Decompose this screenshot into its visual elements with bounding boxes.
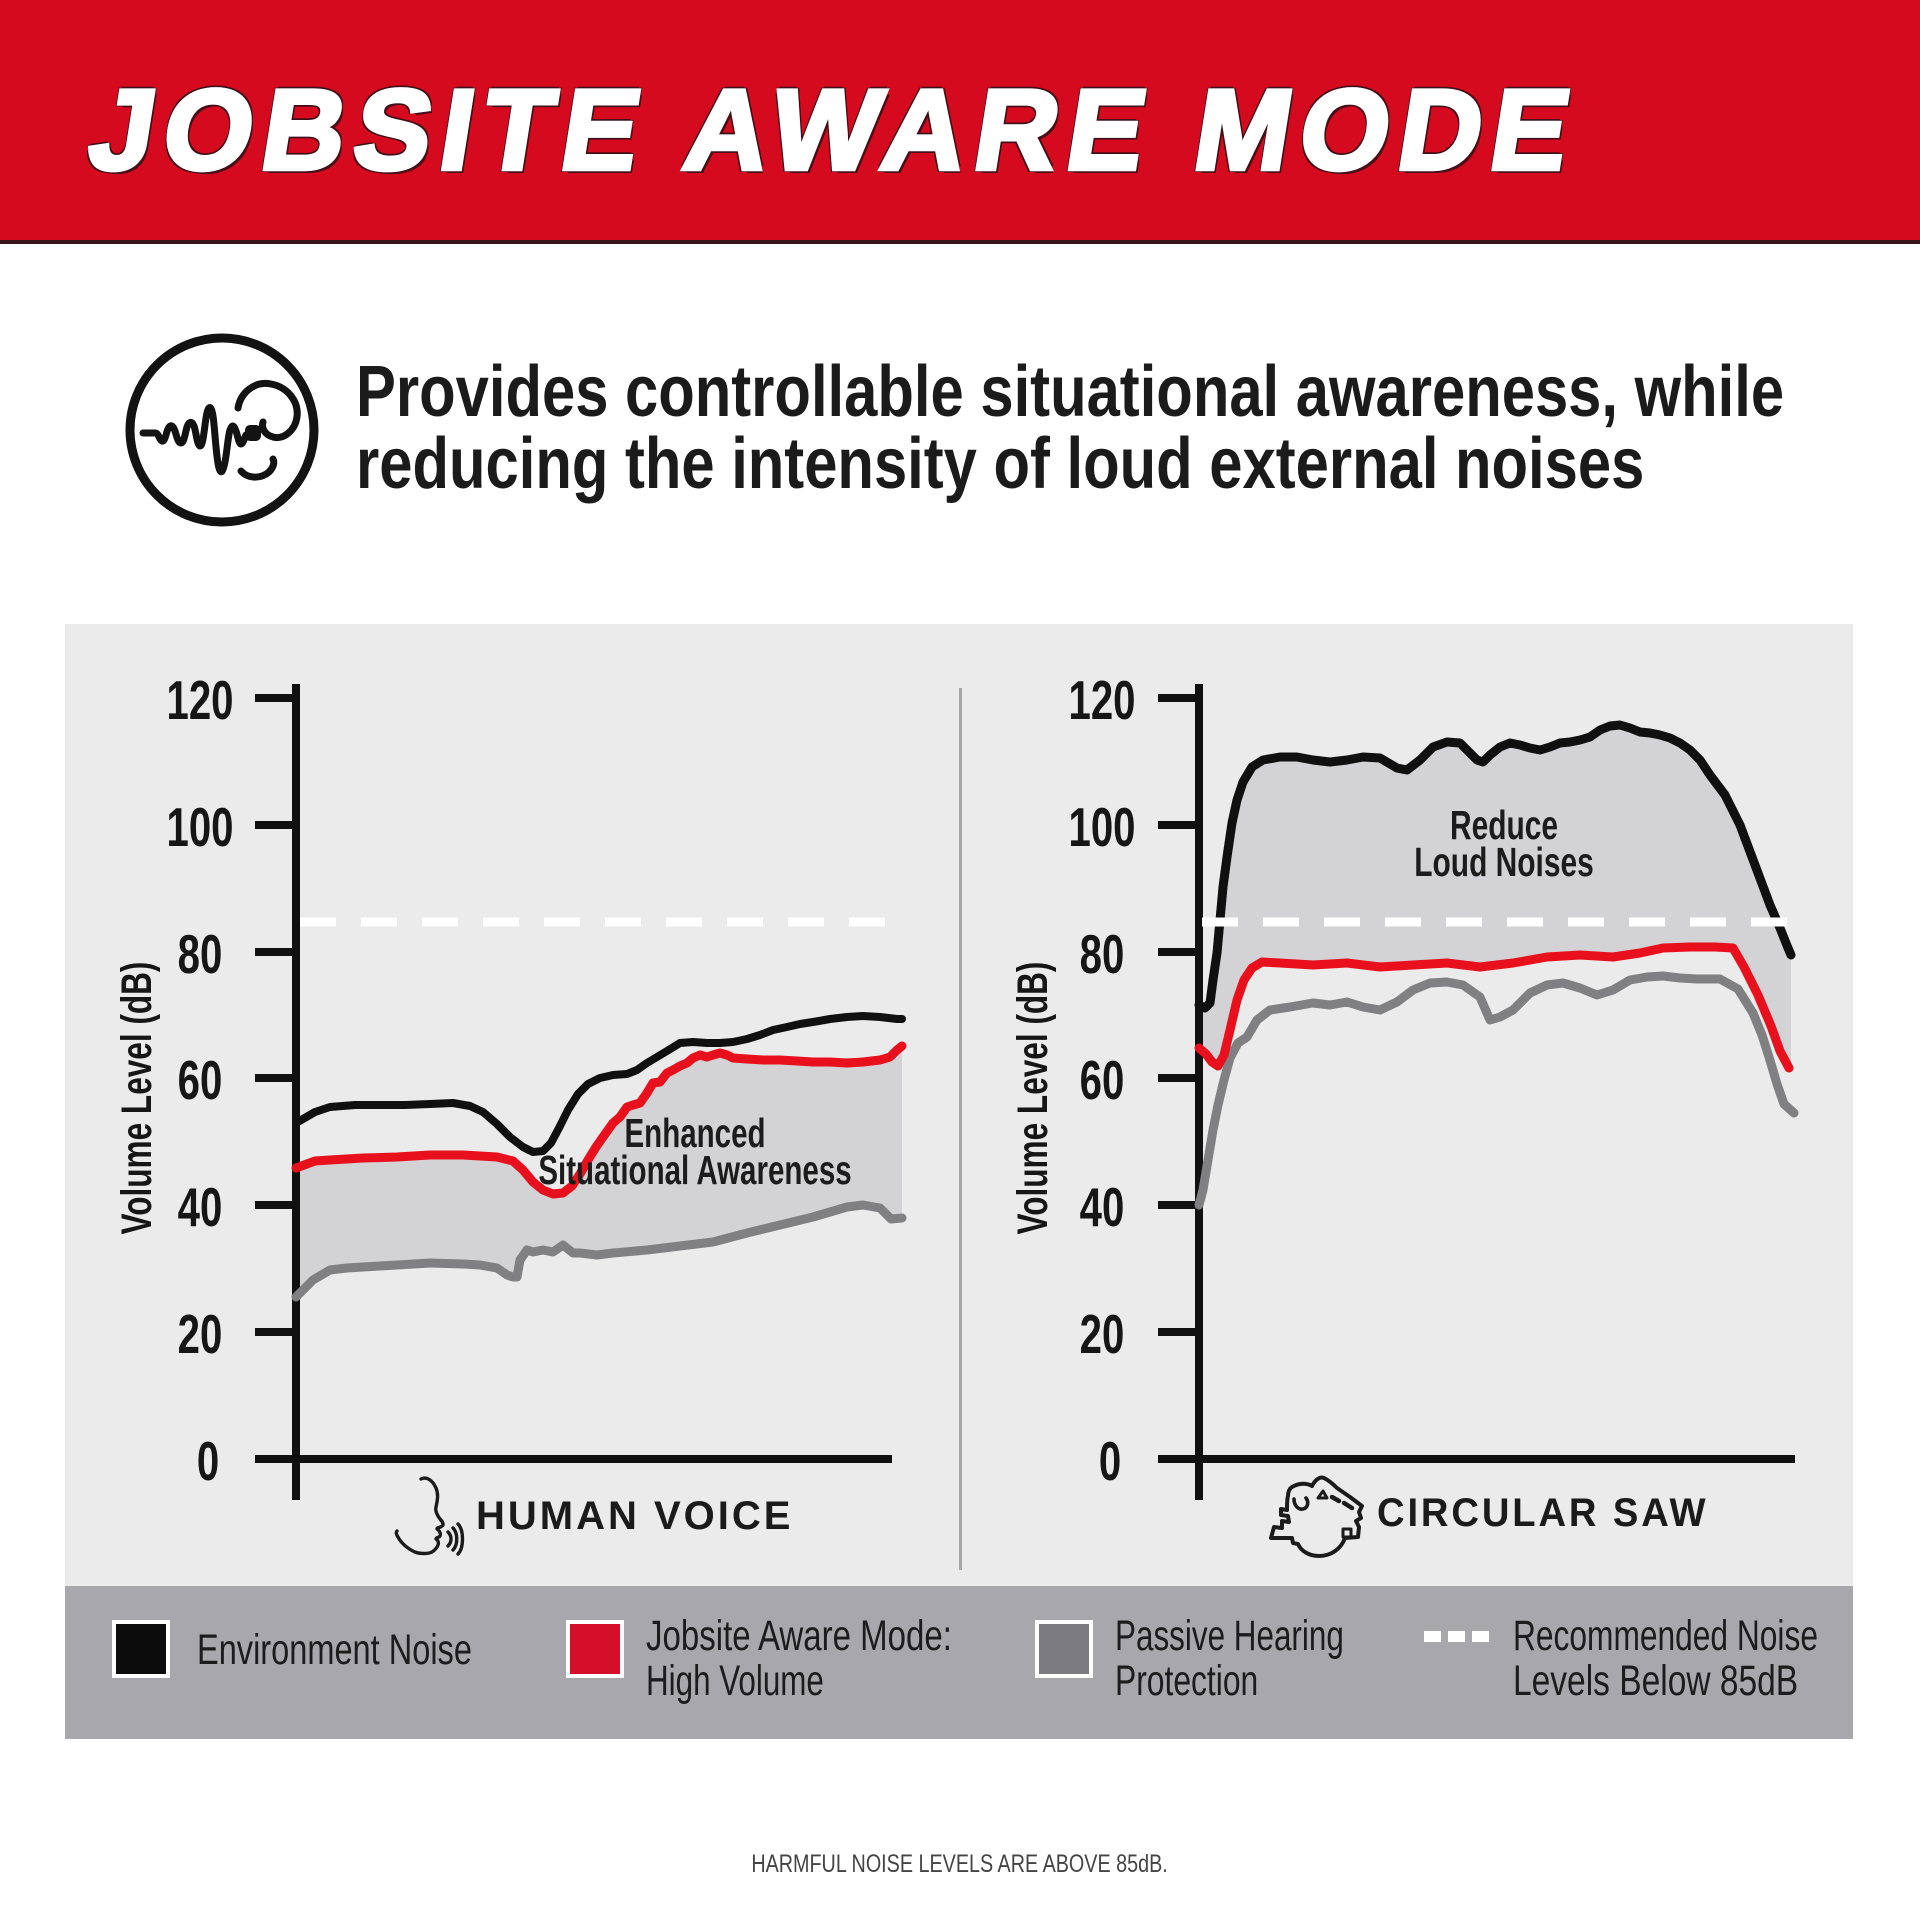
svg-text:20: 20 bbox=[178, 1304, 223, 1366]
svg-text:80: 80 bbox=[178, 924, 223, 986]
svg-text:Jobsite Aware Mode:: Jobsite Aware Mode: bbox=[646, 1612, 952, 1660]
svg-text:Passive Hearing: Passive Hearing bbox=[1115, 1611, 1344, 1659]
svg-text:CIRCULAR SAW: CIRCULAR SAW bbox=[1377, 1491, 1708, 1535]
svg-text:40: 40 bbox=[178, 1177, 223, 1239]
svg-text:High Volume: High Volume bbox=[646, 1656, 824, 1704]
svg-text:Volume Level (dB): Volume Level (dB) bbox=[1008, 962, 1056, 1235]
svg-text:40: 40 bbox=[1080, 1177, 1125, 1239]
svg-text:Recommended Noise: Recommended Noise bbox=[1513, 1612, 1818, 1660]
svg-text:Environment Noise: Environment Noise bbox=[197, 1626, 472, 1674]
svg-text:Situational Awareness: Situational Awareness bbox=[538, 1147, 851, 1193]
svg-text:80: 80 bbox=[1080, 924, 1125, 986]
svg-text:Protection: Protection bbox=[1115, 1657, 1258, 1705]
svg-text:0: 0 bbox=[197, 1431, 219, 1493]
svg-text:Reduce: Reduce bbox=[1450, 802, 1558, 848]
svg-text:120: 120 bbox=[167, 670, 234, 732]
svg-text:100: 100 bbox=[167, 797, 234, 859]
svg-text:Enhanced: Enhanced bbox=[624, 1110, 765, 1156]
svg-text:20: 20 bbox=[1080, 1304, 1125, 1366]
svg-text:0: 0 bbox=[1099, 1431, 1121, 1493]
svg-text:60: 60 bbox=[1080, 1050, 1125, 1112]
svg-text:120: 120 bbox=[1069, 670, 1136, 732]
svg-text:Loud Noises: Loud Noises bbox=[1414, 839, 1594, 885]
svg-text:Levels Below 85dB: Levels Below 85dB bbox=[1513, 1657, 1798, 1705]
svg-text:100: 100 bbox=[1069, 797, 1136, 859]
svg-text:Volume Level (dB): Volume Level (dB) bbox=[112, 962, 160, 1235]
svg-text:HUMAN VOICE: HUMAN VOICE bbox=[476, 1494, 793, 1538]
svg-text:60: 60 bbox=[178, 1050, 223, 1112]
